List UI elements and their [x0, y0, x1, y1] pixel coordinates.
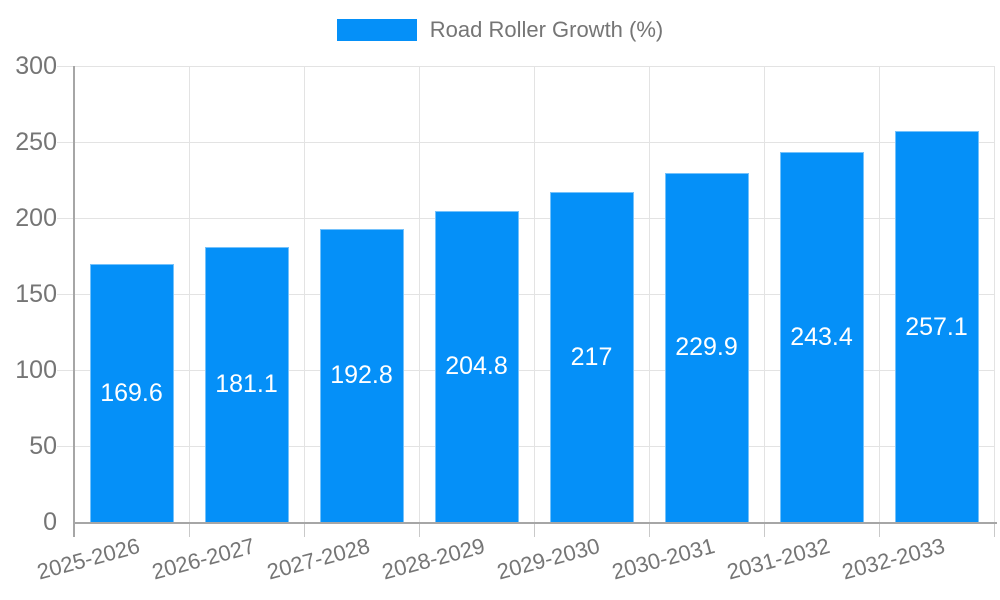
- x-axis-category-label: 2028-2029: [379, 533, 488, 585]
- h-gridline: [57, 293, 994, 295]
- legend-swatch: [336, 19, 417, 41]
- x-axis-tick: [763, 522, 765, 537]
- y-axis-tick-label: 0: [43, 508, 57, 536]
- x-axis-category-label: 2026-2027: [149, 533, 258, 585]
- y-axis-tick-label: 200: [15, 204, 57, 232]
- v-gridline: [993, 66, 995, 522]
- x-axis-category-label: 2029-2030: [494, 533, 603, 585]
- y-axis-tick-label: 50: [29, 432, 57, 460]
- x-axis-tick: [418, 522, 420, 537]
- x-axis-category-label: 2030-2031: [609, 533, 718, 585]
- y-axis-line: [73, 66, 75, 537]
- x-axis-tick: [878, 522, 880, 537]
- x-axis-category-label: 2031-2032: [724, 533, 833, 585]
- y-axis-tick-label: 250: [15, 128, 57, 156]
- h-gridline: [57, 369, 994, 371]
- x-axis-line: [73, 522, 997, 524]
- h-gridline: [57, 141, 994, 143]
- x-axis-category-label: 2032-2033: [839, 533, 948, 585]
- v-gridline: [418, 66, 420, 522]
- y-axis-tick-label: 150: [15, 280, 57, 308]
- v-gridline: [188, 66, 190, 522]
- h-gridline: [57, 217, 994, 219]
- bar-2029-2030[interactable]: [549, 192, 634, 522]
- x-axis-tick: [993, 522, 995, 537]
- x-axis-tick: [303, 522, 305, 537]
- x-axis-tick: [533, 522, 535, 537]
- bar-2032-2033[interactable]: [894, 131, 979, 522]
- h-gridline: [57, 65, 994, 67]
- v-gridline: [533, 66, 535, 522]
- y-axis-tick-label: 300: [15, 52, 57, 80]
- bar-2026-2027[interactable]: [204, 246, 289, 522]
- v-gridline: [763, 66, 765, 522]
- legend[interactable]: Road Roller Growth (%): [0, 17, 1000, 43]
- x-axis-category-label: 2027-2028: [264, 533, 373, 585]
- v-gridline: [303, 66, 305, 522]
- bar-2031-2032[interactable]: [779, 152, 864, 522]
- legend-label: Road Roller Growth (%): [429, 17, 664, 42]
- x-axis-tick: [188, 522, 190, 537]
- bar-2027-2028[interactable]: [319, 228, 404, 522]
- y-axis-tick-label: 100: [15, 356, 57, 384]
- v-gridline: [878, 66, 880, 522]
- v-gridline: [648, 66, 650, 522]
- h-gridline: [57, 445, 994, 447]
- x-axis-category-label: 2025-2026: [34, 533, 143, 585]
- bar-2028-2029[interactable]: [434, 210, 519, 522]
- x-axis-tick: [648, 522, 650, 537]
- bar-2025-2026[interactable]: [89, 264, 174, 522]
- bar-2030-2031[interactable]: [664, 172, 749, 522]
